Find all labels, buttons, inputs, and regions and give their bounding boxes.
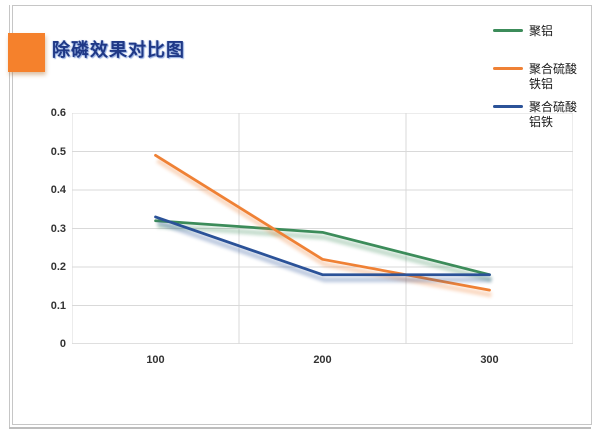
legend-line-swatch xyxy=(493,67,523,70)
y-tick-label: 0.5 xyxy=(50,145,66,158)
legend-line-swatch xyxy=(493,105,523,108)
window-frame-left-edge xyxy=(9,5,10,427)
x-tick-label: 100 xyxy=(146,354,165,366)
legend-line-swatch xyxy=(493,29,523,32)
series-line xyxy=(154,153,491,292)
y-tick-label: 0.2 xyxy=(50,261,66,273)
y-tick-label: 0.4 xyxy=(50,184,66,196)
legend-label: 聚铝 xyxy=(529,24,554,38)
legend-item: 聚铝 xyxy=(493,24,587,39)
legend-label: 聚合硫酸铝铁 xyxy=(529,100,578,129)
legend-label: 聚合硫酸铁铝 xyxy=(529,62,578,91)
window-frame-bottom-edge xyxy=(9,427,591,429)
y-tick-label: 0 xyxy=(59,338,66,350)
y-tick-label: 0.1 xyxy=(50,299,66,312)
series-line xyxy=(154,219,491,277)
title-accent-square xyxy=(8,33,45,72)
window-frame xyxy=(12,5,592,425)
series-line-shadow xyxy=(157,223,493,283)
line-chart-plot-area xyxy=(72,113,573,344)
y-tick-label: 0.6 xyxy=(50,107,66,119)
legend-item: 聚合硫酸铁铝 xyxy=(493,62,587,92)
x-tick-label: 300 xyxy=(480,354,499,366)
x-tick-label: 200 xyxy=(313,354,332,366)
legend-item: 聚合硫酸铝铁 xyxy=(493,100,587,130)
y-tick-label: 0.3 xyxy=(50,222,66,235)
page-title: 除磷效果对比图 xyxy=(52,40,185,60)
series-line-shadow xyxy=(156,219,492,283)
series-line-shadow xyxy=(156,158,492,298)
series-line xyxy=(154,215,491,277)
